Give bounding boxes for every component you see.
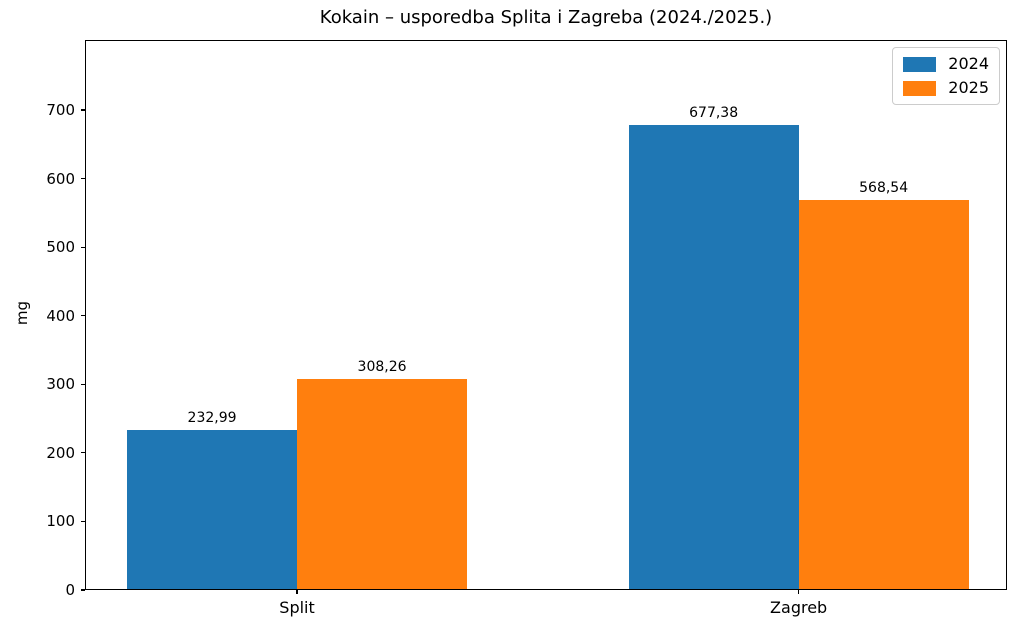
bar-zagreb-2024 [628,125,799,589]
x-tick-mark [798,590,800,594]
y-tick-label: 700 [46,100,75,119]
legend: 2024 2025 [892,47,1000,105]
bar-value-label: 568,54 [859,180,909,197]
legend-label: 2025 [948,78,989,97]
y-tick-mark [81,452,85,454]
y-tick-label: 400 [46,306,75,325]
x-tick-mark [296,590,298,594]
bar-value-label: 232,99 [187,410,237,427]
bar-split-2024 [127,430,298,589]
bar-value-label: 677,38 [689,105,739,122]
chart-title: Kokain – usporedba Splita i Zagreba (202… [319,7,773,28]
legend-swatch [903,80,937,96]
legend-label: 2024 [948,54,989,73]
y-tick-label: 500 [46,238,75,257]
bar-split-2025 [297,378,468,589]
bar-zagreb-2025 [798,200,969,589]
y-tick-label: 200 [46,443,75,462]
y-tick-mark [81,246,85,248]
y-tick-label: 300 [46,375,75,394]
x-tick-label: Split [279,598,315,617]
legend-entry-2024: 2024 [903,55,989,73]
y-tick-label: 0 [65,581,75,599]
y-tick-mark [81,383,85,385]
y-tick-label: 600 [46,169,75,188]
y-tick-label: 100 [46,512,75,531]
y-tick-mark [81,177,85,180]
legend-swatch [903,56,937,72]
y-tick-mark [81,315,85,317]
x-tick-label: Zagreb [770,598,828,617]
legend-entry-2025: 2025 [903,79,989,97]
y-tick-mark [81,109,85,111]
bar-value-label: 308,26 [357,358,407,375]
y-tick-mark [81,589,85,591]
y-tick-mark [81,520,85,522]
